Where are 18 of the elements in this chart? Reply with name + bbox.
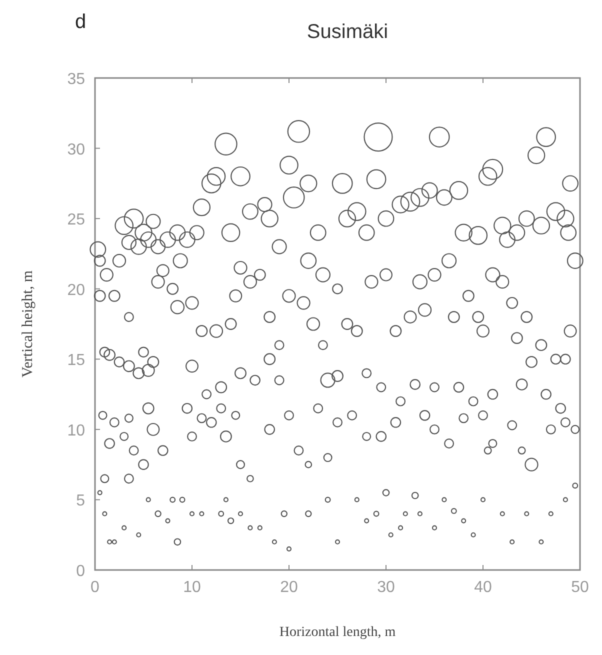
y-tick-label: 35 bbox=[67, 71, 86, 88]
x-tick-label: 20 bbox=[280, 579, 298, 596]
x-tick-label: 40 bbox=[474, 579, 492, 596]
y-tick-label: 25 bbox=[67, 212, 86, 229]
y-tick-label: 20 bbox=[67, 282, 86, 299]
chart-title: Susimäki bbox=[306, 21, 388, 43]
x-tick-label: 0 bbox=[90, 579, 100, 596]
y-tick-label: 15 bbox=[67, 352, 86, 370]
y-axis-title: Vertical height, m bbox=[20, 270, 36, 378]
x-tick-label: 30 bbox=[377, 579, 395, 596]
text: d bbox=[75, 11, 86, 33]
y-tick-label: 0 bbox=[76, 563, 86, 580]
y-tick-label: 30 bbox=[67, 141, 86, 158]
x-tick-label: 50 bbox=[571, 579, 589, 596]
x-axis-title: Horizontal length, m bbox=[279, 625, 396, 640]
y-tick-label: 10 bbox=[67, 422, 86, 440]
x-tick-label: 10 bbox=[183, 579, 201, 596]
y-tick-label: 5 bbox=[76, 492, 86, 510]
